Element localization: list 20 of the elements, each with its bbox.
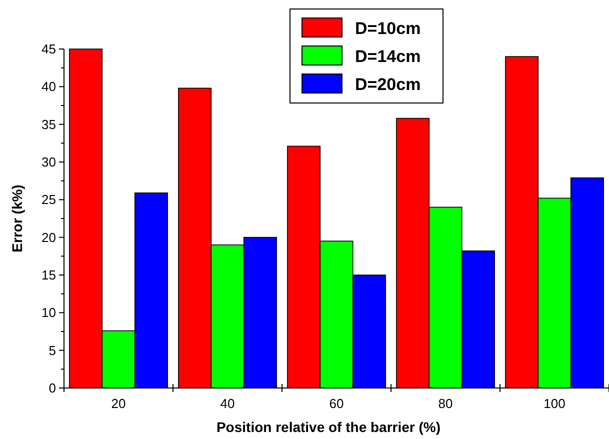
y-tick-label: 15 xyxy=(42,268,56,283)
legend-label: D=20cm xyxy=(355,74,421,94)
legend-label: D=14cm xyxy=(355,46,421,66)
y-tick-label: 30 xyxy=(42,154,56,170)
y-axis-title: Error (k%) xyxy=(9,184,25,252)
y-tick-label: 25 xyxy=(42,192,56,208)
x-tick-label: 60 xyxy=(329,396,344,411)
x-tick-label: 40 xyxy=(220,396,235,411)
y-tick-label: 40 xyxy=(42,79,56,94)
x-tick-label: 20 xyxy=(111,396,126,411)
legend-label: D=10cm xyxy=(355,18,421,38)
y-tick-label: 10 xyxy=(42,305,56,320)
y-tick-label: 20 xyxy=(42,230,56,245)
y-tick-label: 35 xyxy=(42,116,56,132)
x-axis-title: Position relative of the barrier (%) xyxy=(216,419,441,435)
y-tick-label: 45 xyxy=(42,42,56,57)
y-tick-label: 0 xyxy=(48,380,56,396)
x-tick-label: 80 xyxy=(438,396,453,411)
y-tick-label: 5 xyxy=(48,342,56,358)
x-tick-label: 100 xyxy=(544,396,566,411)
